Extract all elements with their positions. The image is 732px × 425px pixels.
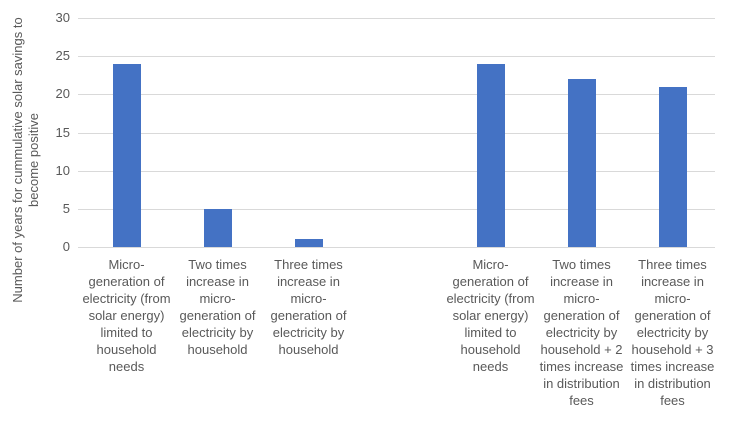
gridline-5 (78, 208, 715, 210)
bar-4 (476, 63, 505, 247)
bar-1 (112, 63, 141, 247)
y-tick-label-30: 30 (55, 10, 70, 25)
plot-area (78, 18, 715, 248)
gridline-15 (78, 132, 715, 134)
y-tick-label-0: 0 (62, 239, 70, 254)
gridline-30 (78, 18, 715, 19)
gridline-25 (78, 56, 715, 58)
bar-3 (294, 239, 323, 247)
bar-5 (567, 79, 596, 247)
y-tick-label-5: 5 (62, 200, 70, 216)
gridline-0 (78, 247, 715, 248)
x-category-label-1: Micro-generation of electricity (from so… (82, 257, 171, 374)
x-category-label-4: Micro-generation of electricity (from so… (446, 257, 535, 374)
bar-6 (658, 86, 687, 247)
y-tick-label-20: 20 (55, 86, 70, 102)
y-tick-label-15: 15 (55, 124, 70, 140)
y-tick-label-25: 25 (55, 48, 70, 64)
gridline-10 (78, 170, 715, 172)
bar-2 (203, 208, 232, 247)
x-category-label-2: Two times increase in micro-generation o… (179, 257, 256, 357)
x-category-label-6: Three times increase in micro-generation… (630, 257, 715, 408)
x-category-label-3: Three times increase in micro-generation… (270, 257, 347, 357)
y-tick-label-10: 10 (55, 162, 70, 178)
x-category-label-5: Two times increase in micro-generation o… (539, 257, 624, 408)
gridline-20 (78, 94, 715, 96)
